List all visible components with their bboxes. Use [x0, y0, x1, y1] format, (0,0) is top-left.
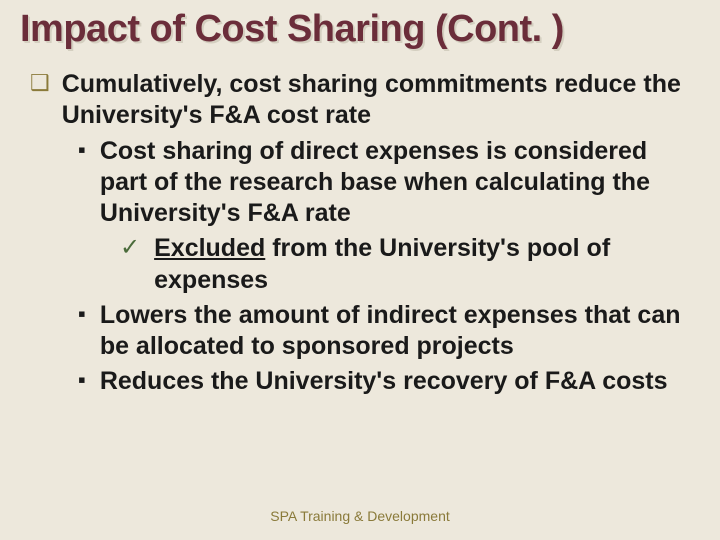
slide-footer: SPA Training & Development [0, 508, 720, 524]
square-bullet-icon: ▪ [78, 300, 86, 363]
bullet-level2: ▪ Reduces the University's recovery of F… [78, 366, 700, 397]
bullet-l2-text: Lowers the amount of indirect expenses t… [100, 300, 700, 363]
bullet-level3: ✓ Excluded from the University's pool of… [120, 233, 700, 296]
checkmark-icon: ✓ [120, 233, 140, 296]
hollow-square-icon: ❑ [30, 69, 50, 132]
bullet-l2-text: Cost sharing of direct expenses is consi… [100, 136, 700, 230]
bullet-l3-text: Excluded from the University's pool of e… [154, 233, 700, 296]
bullet-l2-text: Reduces the University's recovery of F&A… [100, 366, 668, 397]
bullet-l1-text: Cumulatively, cost sharing commitments r… [62, 69, 700, 132]
bullet-level1: ❑ Cumulatively, cost sharing commitments… [30, 69, 700, 132]
slide-container: Impact of Cost Sharing (Cont. ) ❑ Cumula… [0, 0, 720, 398]
slide-title: Impact of Cost Sharing (Cont. ) [20, 8, 700, 51]
underlined-word: Excluded [154, 234, 265, 262]
square-bullet-icon: ▪ [78, 136, 86, 230]
bullet-level2: ▪ Cost sharing of direct expenses is con… [78, 136, 700, 230]
square-bullet-icon: ▪ [78, 366, 86, 397]
bullet-level2: ▪ Lowers the amount of indirect expenses… [78, 300, 700, 363]
